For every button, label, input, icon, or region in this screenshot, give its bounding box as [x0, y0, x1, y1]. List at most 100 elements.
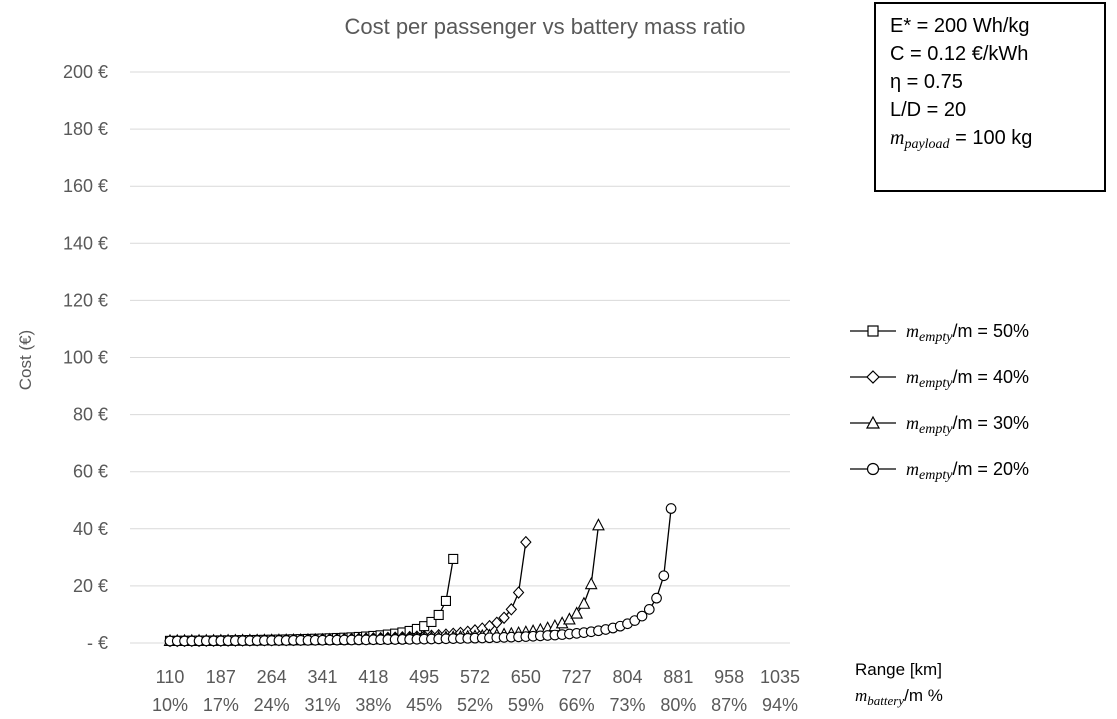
param-cost: C = 0.12 €/kWh — [890, 43, 1029, 65]
series-group — [163, 503, 677, 648]
y-tick-label: 40 € — [73, 519, 108, 539]
legend-item-30: mempty/m = 30% — [848, 400, 1029, 446]
legend-item-50: mempty/m = 50% — [848, 308, 1029, 354]
legend-subscript: empty — [919, 375, 953, 391]
x-tick-label: 881 — [663, 667, 693, 687]
param-efficiency: η = 0.75 — [890, 71, 963, 93]
data-point-triangle — [562, 612, 576, 625]
battery-subscript: battery — [867, 693, 905, 708]
data-point-square — [426, 616, 437, 628]
x-axis-label: Range [km] — [855, 660, 942, 679]
legend-suffix: /m = 30% — [952, 412, 1029, 433]
payload-subscript: payload — [904, 137, 950, 152]
legend-label: mempty/m = 50% — [906, 320, 1029, 345]
param-energy-density: E* = 200 Wh/kg — [890, 15, 1030, 37]
data-point-diamond — [498, 611, 510, 625]
legend-suffix: /m = 40% — [952, 366, 1029, 387]
y-tick-label: 160 € — [63, 176, 108, 196]
legend-subscript: empty — [919, 329, 953, 345]
chart-title: Cost per passenger vs battery mass ratio — [344, 14, 746, 39]
data-point-diamond — [505, 603, 518, 616]
legend-symbol: m — [906, 412, 919, 433]
x-tick-label-secondary: 31% — [304, 695, 340, 715]
battery-suffix: /m % — [904, 686, 943, 705]
y-tick-label: 180 € — [63, 119, 108, 139]
payload-value: = 100 kg — [949, 127, 1033, 149]
payload-symbol: m — [890, 127, 905, 149]
x-tick-label-secondary: 45% — [406, 695, 442, 715]
legend-label: mempty/m = 30% — [906, 412, 1029, 437]
gridlines — [130, 71, 790, 644]
legend-symbol: m — [906, 458, 919, 479]
x-tick-label-secondary: 38% — [355, 695, 391, 715]
x-tick-label: 264 — [257, 667, 287, 687]
x-tick-label: 804 — [612, 667, 642, 687]
data-point-square — [448, 553, 459, 564]
x-tick-label: 958 — [714, 667, 744, 687]
x-tick-label: 495 — [409, 667, 439, 687]
x-tick-label: 650 — [511, 667, 541, 687]
y-tick-label: 60 € — [73, 462, 108, 482]
x-tick-label: 341 — [307, 667, 337, 687]
data-point-triangle — [584, 576, 598, 590]
y-tick-labels: - € 20 € 40 € 60 € 80 € 100 € 120 € 140 € 160 € 1… — [63, 62, 108, 653]
y-tick-label: 100 € — [63, 348, 108, 368]
y-axis-label: Cost (€) — [16, 329, 35, 391]
x-tick-label: 1035 — [760, 667, 800, 687]
data-point-triangle — [577, 596, 591, 609]
param-payload: mpayload = 100 kg — [890, 124, 1104, 155]
x-tick-label-secondary: 52% — [457, 695, 493, 715]
legend-symbol: m — [906, 320, 919, 341]
legend-subscript: empty — [919, 467, 953, 483]
legend-swatch-circle — [850, 462, 896, 476]
y-tick-label: 80 € — [73, 405, 108, 425]
legend-swatch-square — [850, 325, 896, 337]
legend-swatch-diamond — [850, 370, 896, 384]
legend-swatch-triangle — [850, 415, 896, 429]
x-tick-label: 572 — [460, 667, 490, 687]
data-point-circle — [636, 610, 648, 622]
legend-suffix: /m = 50% — [952, 320, 1029, 341]
data-point-diamond — [512, 586, 525, 599]
x-tick-label: 727 — [562, 667, 592, 687]
data-point-triangle — [592, 518, 605, 531]
legend-label: mempty/m = 40% — [906, 366, 1029, 391]
series-line — [169, 542, 527, 642]
y-tick-label: 200 € — [63, 62, 108, 82]
legend-item-40: mempty/m = 40% — [848, 354, 1029, 400]
y-tick-label: 20 € — [73, 576, 108, 596]
parameters-box: E* = 200 Wh/kg C = 0.12 €/kWh η = 0.75 L… — [874, 2, 1106, 192]
x-tick-label-secondary: 66% — [559, 695, 595, 715]
series-line — [170, 525, 600, 642]
data-point-circle — [658, 570, 670, 582]
data-point-diamond — [520, 535, 532, 549]
x-tick-label-secondary: 59% — [508, 695, 544, 715]
y-tick-label: 140 € — [63, 233, 108, 253]
legend: mempty/m = 50% mempty/m = 40% mempty/m =… — [848, 308, 1029, 492]
battery-symbol: m — [855, 686, 868, 705]
x-tick-label: 418 — [358, 667, 388, 687]
x-tick-label: 187 — [206, 667, 236, 687]
data-point-circle — [651, 592, 662, 604]
legend-subscript: empty — [919, 421, 953, 437]
param-lift-drag: L/D = 20 — [890, 99, 967, 121]
data-point-triangle — [570, 606, 584, 619]
x-tick-label-secondary: 94% — [762, 695, 798, 715]
y-tick-label: - € — [87, 633, 108, 653]
x-axis-label-secondary: mbattery/m % — [855, 686, 943, 708]
data-point-square — [440, 595, 452, 607]
x-tick-label-secondary: 17% — [203, 695, 239, 715]
x-tick-label-secondary: 10% — [152, 695, 188, 715]
y-tick-label: 120 € — [63, 290, 108, 310]
data-point-square — [433, 609, 444, 621]
x-tick-label: 110 — [156, 667, 185, 687]
legend-symbol: m — [906, 366, 919, 387]
legend-item-20: mempty/m = 20% — [848, 446, 1029, 492]
x-tick-label-secondary: 80% — [660, 695, 696, 715]
legend-suffix: /m = 20% — [952, 458, 1029, 479]
data-point-circle — [643, 604, 655, 615]
data-point-circle — [665, 503, 677, 514]
x-tick-label-secondary: 24% — [254, 695, 290, 715]
legend-label: mempty/m = 20% — [906, 458, 1029, 483]
